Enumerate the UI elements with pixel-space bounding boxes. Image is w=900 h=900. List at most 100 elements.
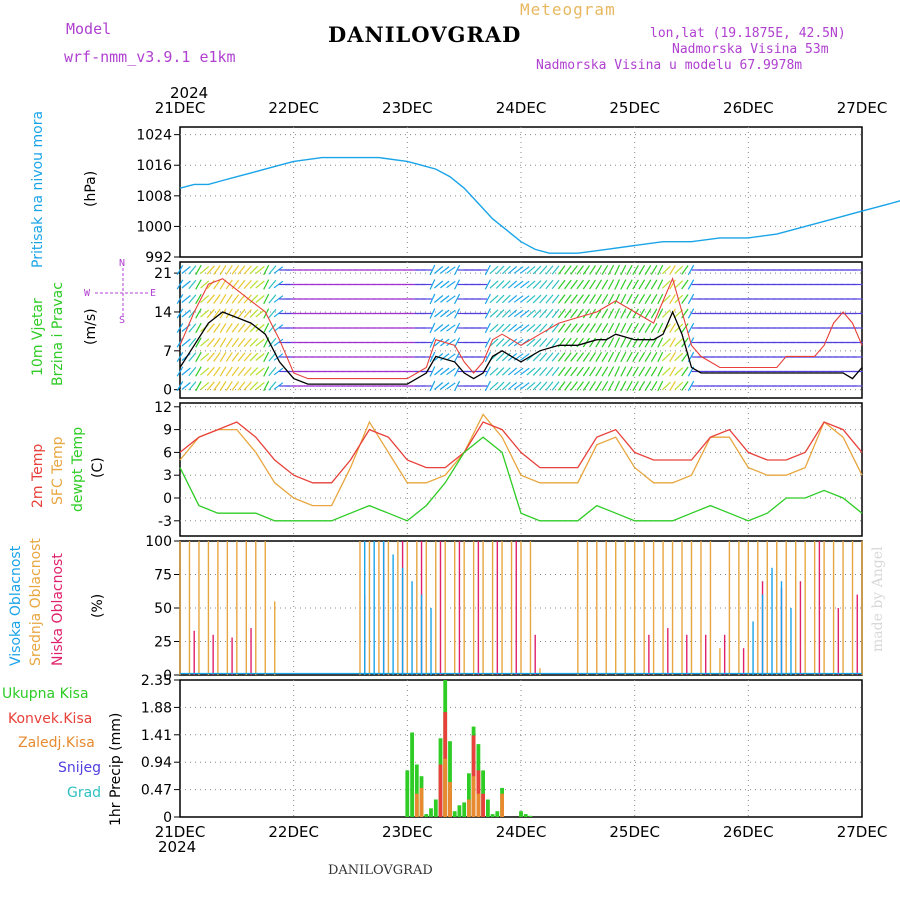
wind-barb — [632, 366, 639, 377]
wind-barb — [507, 265, 518, 275]
wind-barb — [520, 280, 530, 289]
wind-barb — [176, 366, 184, 377]
wind-barb — [219, 380, 227, 392]
wind-barb — [495, 367, 505, 376]
wind-barb — [255, 280, 265, 289]
wind-barb — [614, 308, 621, 319]
wind-barb — [501, 309, 511, 318]
wind-barb — [206, 323, 215, 333]
wind-barb — [446, 266, 456, 274]
wind-barb — [453, 366, 461, 377]
wind-barb — [429, 351, 436, 363]
wind-barb — [268, 294, 277, 304]
wind-barb — [674, 352, 684, 362]
year-bottom: 2024 — [158, 838, 197, 856]
wind-barb — [243, 309, 252, 318]
x-tick-label-top: 27DEC — [837, 99, 888, 117]
wind-barb — [687, 279, 695, 290]
wind-barb — [181, 309, 191, 318]
lonlat-text: lon,lat (19.1875E, 42.5N) — [650, 26, 846, 41]
wind-barb — [484, 380, 491, 392]
wind-barb — [545, 308, 554, 319]
wind-barb — [661, 352, 671, 362]
wind-barb — [195, 308, 202, 319]
wind-barb — [614, 337, 621, 348]
wind-barb — [687, 293, 695, 305]
wind-barb — [526, 309, 536, 318]
wind-barb — [520, 295, 530, 303]
wind-barb — [551, 279, 560, 290]
wind-barb — [539, 381, 548, 391]
wind-barb — [484, 351, 491, 363]
wind-barb — [176, 351, 184, 363]
wind-barb — [614, 366, 621, 377]
wind-barb — [206, 366, 215, 377]
wind-barb — [200, 294, 210, 304]
wind-barb — [545, 366, 554, 377]
wind-barb — [520, 353, 530, 361]
y-tick-label: 1016 — [136, 158, 172, 174]
wind-barb — [589, 279, 597, 290]
wind-barb — [551, 294, 560, 304]
total-precip-bar — [424, 814, 429, 817]
total-precip-bar — [452, 811, 457, 817]
wind-barb — [273, 382, 284, 390]
wind-barb — [601, 264, 609, 276]
wind-barb — [576, 308, 584, 319]
wind-barb — [669, 366, 676, 377]
y-tick-label: 0.94 — [141, 755, 172, 771]
footer-station: DANILOVGRAD — [328, 863, 433, 878]
wind-barb — [650, 322, 658, 334]
wind-barb — [669, 279, 676, 290]
wind-barb — [429, 380, 436, 392]
wind-barb — [249, 367, 259, 376]
wind-barb — [626, 293, 633, 305]
wind-barb — [620, 308, 627, 319]
wind-speed-line — [179, 310, 863, 385]
wind-barb — [446, 324, 456, 332]
y-tick-label: 0 — [163, 491, 172, 507]
wind-barb — [576, 265, 584, 275]
wind-barb — [570, 265, 578, 275]
wind-barb — [181, 280, 191, 289]
wind-barb — [507, 338, 518, 347]
wind-barb — [195, 380, 202, 392]
sfc-temp-line — [179, 413, 863, 507]
wind-barb — [446, 338, 456, 347]
wind-barb — [501, 265, 511, 275]
wind-barb — [176, 380, 184, 392]
altitude-text: Nadmorska Visina 53m — [672, 42, 829, 57]
wind-barb — [489, 280, 499, 289]
wind-barb — [507, 309, 518, 318]
wind-barb — [434, 382, 444, 390]
wind-barb — [263, 279, 270, 290]
wind-barb — [219, 293, 227, 305]
total-precip-bar — [519, 811, 523, 817]
wind-barb — [453, 322, 461, 334]
y-tick-label: 9 — [163, 423, 172, 439]
wind-barb — [219, 322, 227, 334]
total-precip-bar — [467, 773, 471, 817]
wind-barb — [620, 337, 627, 348]
wind-barb — [632, 380, 639, 392]
wind-barb — [582, 265, 590, 275]
wind-barb — [607, 322, 615, 334]
wind-barb — [273, 338, 284, 347]
wind-barb — [446, 309, 456, 318]
wind-barb — [213, 381, 221, 391]
model-label: Model — [66, 20, 112, 38]
wind-barb — [661, 309, 671, 318]
wind-barb — [273, 280, 284, 289]
wind-barb — [570, 279, 578, 290]
wind-barb — [273, 367, 284, 376]
wind-barb — [520, 367, 530, 376]
y-tick-label: 25 — [154, 635, 172, 651]
wind-barb — [434, 338, 444, 347]
wind-barb — [539, 323, 548, 333]
wind-barb — [200, 367, 210, 376]
wind-barb — [626, 366, 633, 377]
wind-barb — [249, 352, 259, 362]
wind-barb — [595, 351, 603, 363]
y-tick-label: 2.35 — [141, 673, 172, 689]
